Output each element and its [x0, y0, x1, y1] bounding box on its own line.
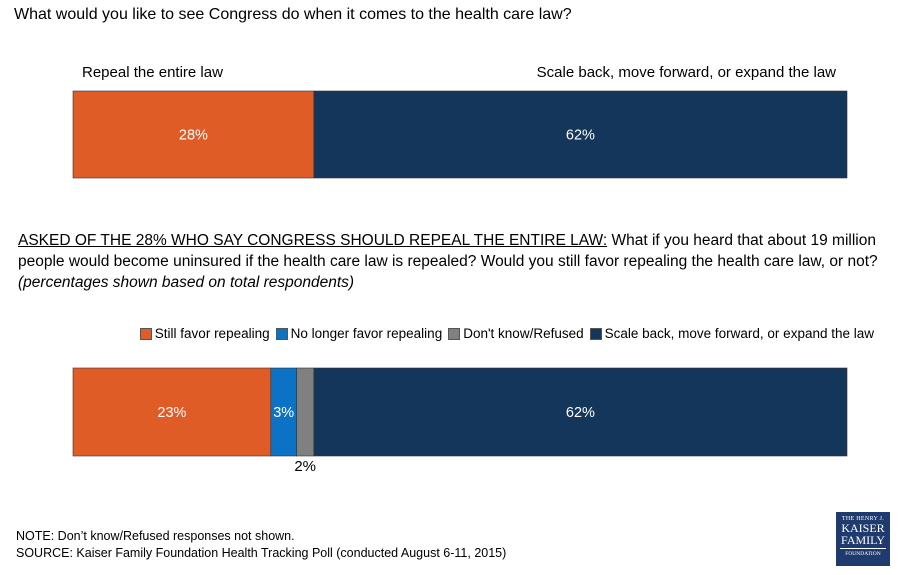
legend-label: Scale back, move forward, or expand the … — [604, 326, 874, 341]
note-text: NOTE: Don’t know/Refused responses not s… — [16, 529, 295, 543]
legend-label: Don't know/Refused — [463, 326, 584, 341]
bar-segment — [296, 367, 315, 457]
question-2: ASKED OF THE 28% WHO SAY CONGRESS SHOULD… — [18, 230, 888, 293]
legend-label: No longer favor repealing — [290, 326, 443, 341]
legend-swatch — [589, 327, 602, 340]
notes: NOTE: Don’t know/Refused responses not s… — [16, 528, 506, 562]
data-label: 62% — [566, 405, 595, 421]
data-label: 28% — [179, 128, 208, 144]
data-label: 62% — [566, 128, 595, 144]
bar-segment — [72, 90, 315, 179]
question-2-lead: ASKED OF THE 28% WHO SAY CONGRESS SHOULD… — [18, 232, 608, 249]
bar-segment — [313, 367, 848, 457]
kff-logo: THE HENRY J. KAISER FAMILY FOUNDATION — [836, 512, 890, 566]
source-text: SOURCE: Kaiser Family Foundation Health … — [16, 546, 507, 560]
bar-segment — [72, 367, 272, 457]
bar1-label-scale-back: Scale back, move forward, or expand the … — [536, 64, 836, 81]
bar-segment — [313, 90, 848, 179]
legend-item: Scale back, move forward, or expand the … — [589, 326, 874, 341]
question-2-note: (percentages shown based on total respon… — [18, 274, 355, 291]
legend-swatch — [448, 327, 461, 340]
legend: Still favor repealing No longer favor rep… — [139, 326, 874, 341]
question-2-body: What if you heard that about 19 million … — [18, 232, 878, 270]
data-label: 2% — [294, 458, 316, 475]
legend-item: Don't know/Refused — [448, 326, 584, 341]
question-1: What would you like to see Congress do w… — [14, 6, 572, 23]
legend-item: Still favor repealing — [139, 326, 270, 341]
data-label: 23% — [157, 405, 186, 421]
legend-item: No longer favor repealing — [275, 326, 443, 341]
legend-label: Still favor repealing — [154, 326, 270, 341]
legend-swatch — [275, 327, 288, 340]
bar1-label-repeal: Repeal the entire law — [82, 64, 223, 81]
legend-swatch — [139, 327, 152, 340]
data-label: 3% — [273, 405, 294, 421]
